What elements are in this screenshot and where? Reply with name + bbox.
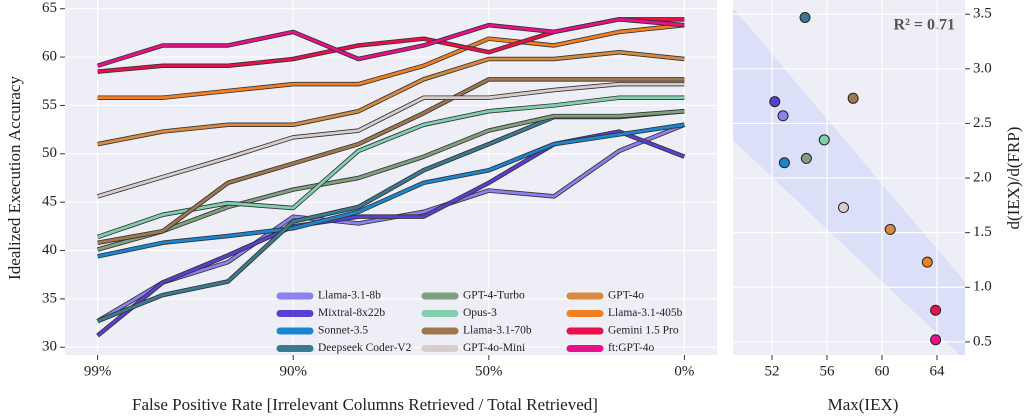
point — [847, 92, 859, 104]
x-tick-label: 90% — [279, 363, 307, 379]
y-tick-label: 65 — [42, 0, 57, 16]
point — [778, 157, 790, 169]
legend-label: Llama-3.1-8b — [318, 290, 381, 302]
line — [97, 50, 685, 146]
y-tick-label: 1.5 — [973, 224, 992, 240]
point — [930, 304, 942, 316]
y-tick-label: 30 — [42, 339, 57, 355]
legend-label: Deepseek Coder-V2 — [318, 342, 412, 354]
x-tick-label: 56 — [820, 363, 836, 379]
x-tick-label: 0% — [674, 363, 694, 379]
y-axis-label: d(IEX)/d(FRP) — [1004, 127, 1023, 230]
legend-label: Gemini 1.5 Pro — [608, 325, 679, 337]
y-tick-label: 60 — [42, 49, 57, 65]
point — [800, 152, 812, 164]
point — [884, 223, 896, 235]
line — [97, 123, 685, 258]
y-tick-label: 45 — [42, 194, 57, 210]
legend-label: Opus-3 — [463, 307, 497, 319]
x-axis-label: Max(IEX) — [828, 395, 899, 414]
legend-label: GPT-4-Turbo — [463, 290, 525, 302]
line — [97, 77, 685, 245]
y-tick-label: 1.0 — [973, 279, 992, 295]
legend-label: Sonnet-3.5 — [318, 325, 368, 337]
y-tick-label: 2.0 — [973, 169, 992, 185]
plot-background — [65, 0, 717, 355]
y-tick-label: 50 — [42, 145, 57, 161]
y-tick-label: 35 — [42, 290, 57, 306]
point — [838, 202, 850, 214]
legend-label: ft:GPT-4o — [608, 342, 654, 354]
y-tick-label: 40 — [42, 242, 57, 258]
confidence-band — [733, 8, 965, 355]
y-tick-label: 2.5 — [973, 115, 992, 131]
legend-label: Mixtral-8x22b — [318, 307, 385, 319]
point — [921, 256, 933, 268]
x-tick-label: 99% — [84, 363, 112, 379]
annotation: R² = 0.71 — [894, 17, 955, 34]
x-tick-label: 60 — [874, 363, 889, 379]
point — [818, 134, 830, 146]
x-tick-label: 52 — [765, 363, 780, 379]
legend-label: GPT-4o-Mini — [463, 342, 525, 354]
y-tick-label: 55 — [42, 97, 57, 113]
x-axis-label: False Positive Rate [Irrelevant Columns … — [132, 395, 598, 414]
line — [97, 17, 685, 68]
legend-label: Llama-3.1-70b — [463, 325, 532, 337]
line — [97, 23, 685, 100]
y-axis-label: Idealized Execution Accuracy — [5, 76, 24, 280]
y-tick-label: 0.5 — [973, 333, 992, 349]
point — [799, 11, 811, 23]
x-tick-label: 50% — [475, 363, 503, 379]
y-tick-label: 3.0 — [973, 60, 992, 76]
x-tick-label: 64 — [929, 363, 945, 379]
line — [97, 109, 685, 251]
point — [769, 96, 781, 108]
legend-label: GPT-4o — [608, 290, 644, 302]
line — [97, 82, 685, 198]
y-tick-label: 3.5 — [973, 6, 992, 22]
point — [777, 110, 789, 122]
point — [930, 334, 942, 346]
legend-label: Llama-3.1-405b — [608, 307, 683, 319]
